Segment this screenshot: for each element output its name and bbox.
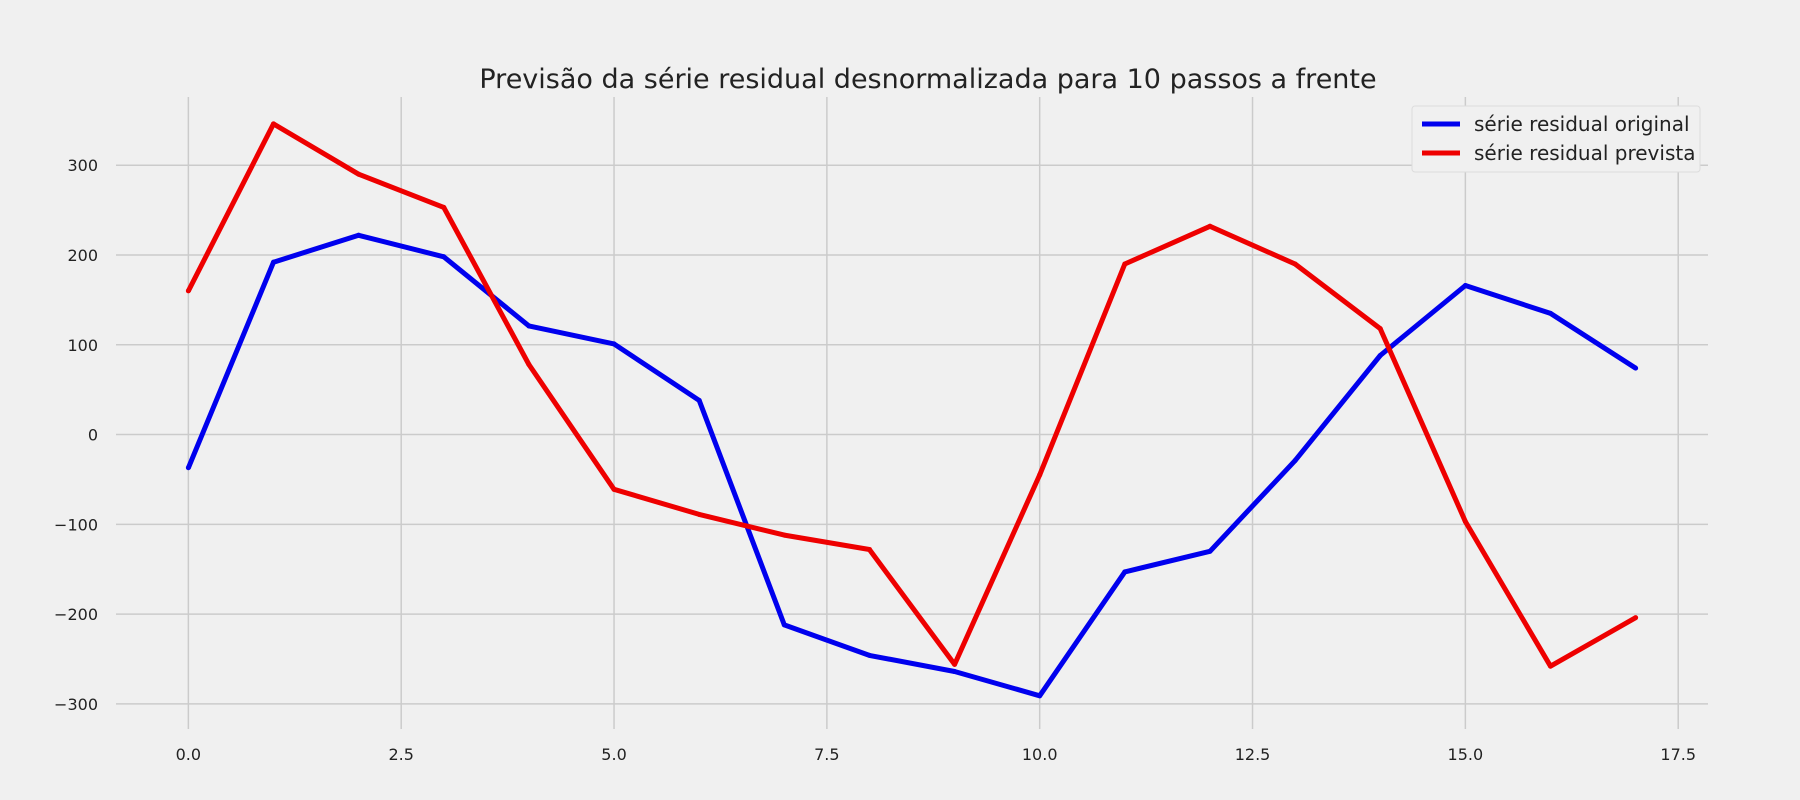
y-tick-label: 100 [67, 336, 98, 355]
x-tick-label: 0.0 [176, 745, 201, 764]
data-point-series-2 [1037, 472, 1043, 478]
data-point-series-1 [1122, 569, 1128, 575]
chart-title: Previsão da série residual desnormalizad… [479, 64, 1376, 95]
data-point-series-2 [781, 532, 787, 538]
legend: série residual original série residual pr… [1411, 105, 1701, 173]
data-point-series-1 [270, 259, 276, 265]
x-tick-label: 7.5 [814, 745, 839, 764]
x-tick-label: 10.0 [1022, 745, 1058, 764]
data-point-series-1 [1037, 693, 1043, 699]
data-point-series-1 [1207, 548, 1213, 554]
data-point-series-1 [696, 397, 702, 403]
data-point-series-1 [952, 669, 958, 675]
x-tick-label: 5.0 [601, 745, 626, 764]
y-tick-label: 200 [67, 246, 98, 265]
data-point-series-2 [356, 171, 362, 177]
grid [116, 97, 1708, 729]
y-tick-label: −200 [54, 605, 98, 624]
data-point-series-2 [185, 288, 191, 294]
legend-box [1411, 105, 1701, 173]
data-point-series-1 [1548, 310, 1554, 316]
data-point-series-1 [781, 622, 787, 628]
x-tick-label: 15.0 [1448, 745, 1484, 764]
data-point-series-2 [1377, 326, 1383, 332]
data-point-series-1 [356, 232, 362, 238]
data-point-series-2 [526, 362, 532, 368]
series-line-1 [186, 232, 1637, 699]
data-point-series-2 [441, 204, 447, 210]
x-tick-label: 2.5 [388, 745, 413, 764]
data-point-series-2 [866, 546, 872, 552]
data-point-series-1 [611, 341, 617, 347]
x-tick-label: 12.5 [1235, 745, 1271, 764]
series-lines [185, 121, 1639, 699]
legend-label-1: série residual original [1474, 112, 1690, 136]
tick-labels: 0.0 2.5 5.0 7.5 10.0 12.5 15.0 17.5 −300 −200 −100… [54, 156, 1696, 764]
data-point-series-2 [1207, 223, 1213, 229]
data-point-series-2 [1122, 261, 1128, 267]
data-point-series-1 [526, 323, 532, 329]
x-tick-label: 17.5 [1660, 745, 1696, 764]
series-line-2 [186, 121, 1637, 669]
data-point-series-2 [611, 486, 617, 492]
y-tick-label: 300 [67, 156, 98, 175]
data-point-series-1 [441, 254, 447, 260]
data-point-series-1 [866, 652, 872, 658]
data-point-series-2 [1292, 261, 1298, 267]
data-point-series-2 [1633, 615, 1639, 621]
data-point-series-2 [952, 661, 958, 667]
y-tick-label: −100 [54, 515, 98, 534]
data-point-series-2 [696, 511, 702, 517]
data-point-series-2 [1548, 663, 1554, 669]
y-tick-label: −300 [54, 695, 98, 714]
data-point-series-1 [1633, 365, 1639, 371]
y-tick-label: 0 [88, 426, 98, 445]
data-point-series-2 [270, 121, 276, 127]
legend-label-2: série residual prevista [1474, 141, 1695, 165]
data-point-series-1 [185, 465, 191, 471]
data-point-series-1 [1292, 458, 1298, 464]
data-point-series-1 [1377, 353, 1383, 359]
data-point-series-2 [1462, 519, 1468, 525]
data-point-series-1 [1462, 283, 1468, 289]
